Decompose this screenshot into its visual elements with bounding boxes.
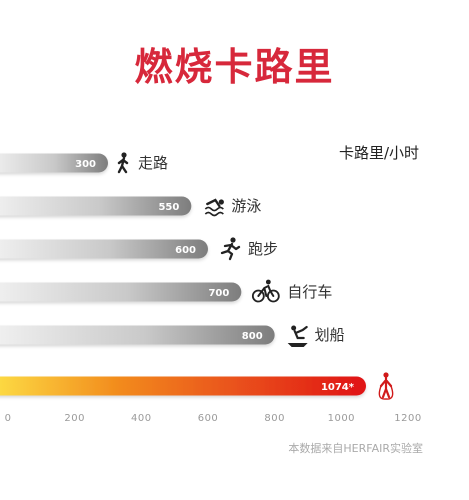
x-tick-label: 600 [198,413,219,424]
bar-value-label: 600 [175,245,196,256]
chart-title: 燃烧卡路里 [134,45,335,89]
bar-4 [0,325,275,345]
swimming-icon [204,198,224,217]
x-tick-label: 0 [5,413,12,424]
bar-value-label: 550 [158,202,179,213]
bar-0 [0,153,108,173]
rowing-icon [287,325,308,347]
category-label: 走路 [138,154,168,172]
running-icon [220,237,241,261]
category-label: 自行车 [287,283,332,301]
x-tick-label: 400 [131,413,152,424]
category-label: 游泳 [231,197,261,215]
bar-value-label: 1074* [321,382,355,393]
bar-value-label: 800 [242,331,263,342]
jump-rope-icon [378,372,394,400]
category-label: 划船 [315,326,345,344]
bar-3 [0,282,242,302]
bar-2 [0,239,208,259]
walking-icon [117,152,129,174]
bar-value-label: 300 [75,159,96,170]
bar-value-label: 700 [208,288,229,299]
unit-label: 卡路里/小时 [339,144,420,162]
cycling-icon [251,279,280,303]
category-label: 跑步 [248,240,278,258]
x-tick-label: 800 [264,413,285,424]
x-tick-label: 1000 [328,413,355,424]
bar-5 [0,376,366,396]
x-tick-label: 200 [64,413,85,424]
footnote: 本数据来自HERFAIR实验室 [288,442,423,455]
bar-1 [0,196,192,216]
x-tick-label: 1200 [394,413,421,424]
